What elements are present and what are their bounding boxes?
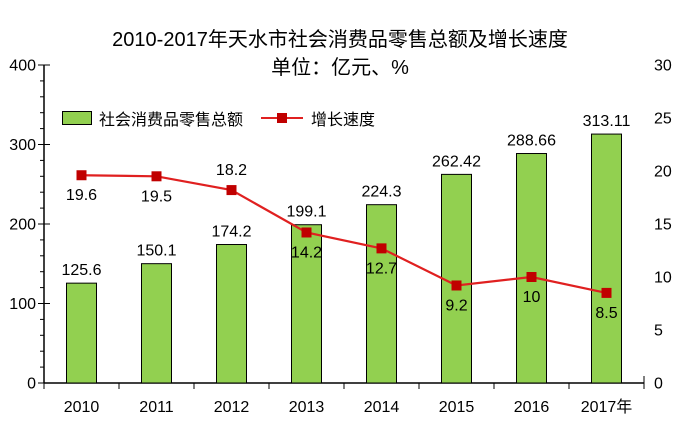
bar-2012: [216, 244, 247, 384]
line-marker: [151, 171, 162, 182]
bar-value-label: 224.3: [361, 184, 401, 201]
line-marker: [451, 280, 462, 291]
right-axis-tick-label: 20: [654, 164, 672, 181]
bar-2015: [441, 173, 472, 384]
legend-line-square-marker: [277, 113, 288, 123]
bar-value-label: 174.2: [211, 224, 251, 241]
x-axis-category-label: 2016: [514, 399, 550, 416]
line-value-label: 14.2: [291, 244, 322, 261]
chart-subtitle: 单位：亿元、%: [271, 57, 409, 79]
line-value-label: 10: [523, 289, 541, 306]
line-value-label: 8.5: [595, 305, 617, 322]
bar-value-label: 262.42: [432, 153, 481, 170]
right-axis-tick-label: 5: [654, 323, 663, 340]
bar-value-label: 150.1: [136, 243, 176, 260]
line-marker: [601, 287, 612, 298]
left-axis-tick-label: 0: [27, 376, 36, 393]
x-axis-category-label: 2012: [214, 399, 250, 416]
line-marker: [76, 170, 87, 181]
bar-value-label: 313.11: [583, 113, 631, 130]
line-value-label: 9.2: [445, 297, 467, 314]
bar-2014: [366, 204, 397, 384]
right-axis-tick-label: 25: [654, 111, 672, 128]
legend: 社会消费品零售总额 增长速度: [62, 106, 375, 130]
line-value-label: 18.2: [216, 162, 247, 179]
legend-bar-label: 社会消费品零售总额: [99, 112, 244, 129]
line-marker: [526, 272, 537, 282]
bar-2017年: [591, 133, 622, 384]
bar-2016: [516, 153, 547, 384]
line-marker: [376, 243, 387, 254]
x-axis-category-label: 2015: [439, 399, 475, 416]
left-axis-tick-label: 300: [9, 137, 36, 154]
chart-title: 2010-2017年天水市社会消费品零售总额及增长速度: [112, 29, 568, 51]
left-axis-tick-label: 400: [9, 58, 36, 75]
x-axis-category-label: 2010: [64, 399, 100, 416]
bar-2013: [291, 224, 322, 384]
right-axis-tick-label: 10: [654, 270, 672, 287]
legend-line-marker-icon: [261, 112, 304, 124]
bar-value-label: 199.1: [286, 204, 326, 221]
title-block: 2010-2017年天水市社会消费品零售总额及增长速度 单位：亿元、%: [0, 26, 680, 82]
right-axis-tick-label: 15: [654, 217, 672, 234]
line-value-label: 12.7: [366, 260, 397, 277]
legend-line-label: 增长速度: [311, 112, 376, 129]
left-axis-tick-label: 100: [9, 296, 36, 313]
right-axis-tick-label: 30: [654, 58, 672, 75]
bar-value-label: 125.6: [61, 262, 101, 279]
growth-line: [81, 174, 607, 294]
x-axis-category-label: 2011: [139, 399, 174, 416]
bar-2011: [141, 263, 172, 384]
x-axis-category-label: 2013: [289, 399, 325, 416]
line-value-label: 19.5: [141, 188, 172, 205]
bar-2010: [66, 282, 97, 384]
x-axis-category-label: 2017年: [581, 398, 633, 416]
legend-bar-swatch-icon: [62, 111, 92, 125]
line-marker: [301, 227, 312, 238]
left-axis-tick-label: 200: [9, 217, 36, 234]
line-value-label: 19.6: [66, 187, 97, 204]
x-axis-category-label: 2014: [364, 399, 400, 416]
right-axis-tick-label: 0: [654, 376, 663, 393]
bar-value-label: 288.66: [507, 133, 556, 150]
line-marker: [226, 185, 237, 196]
